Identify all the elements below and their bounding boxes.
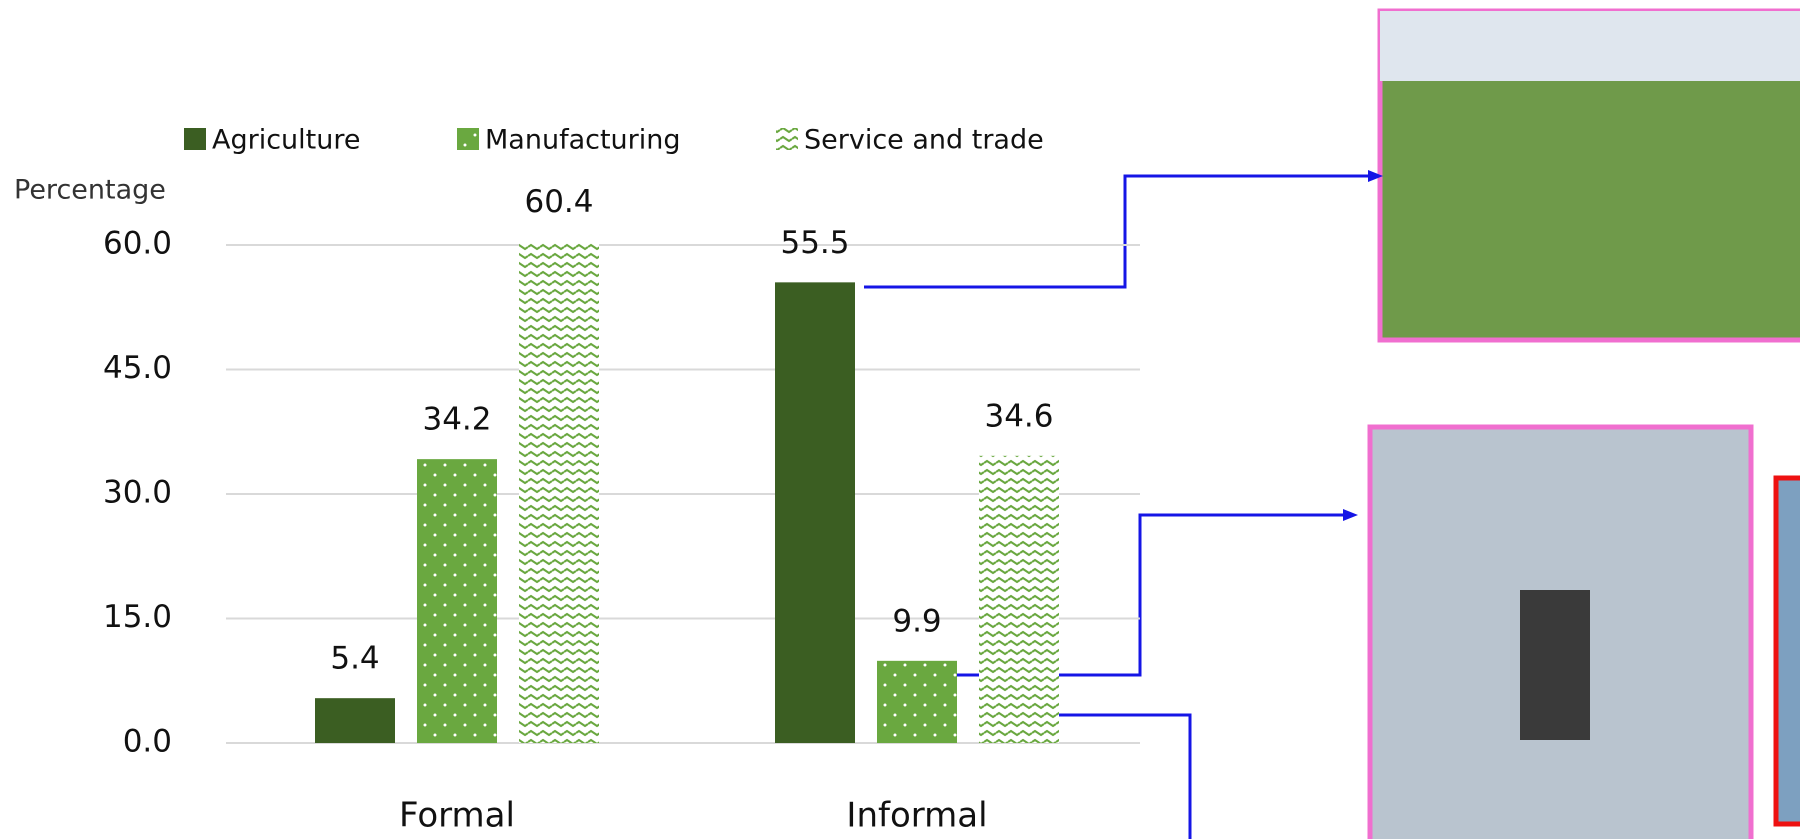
x-tick-label: Informal	[846, 796, 987, 836]
bar	[315, 698, 395, 743]
legend-swatch	[184, 128, 206, 150]
bar	[775, 282, 855, 743]
y-tick-label: 60.0	[103, 226, 172, 262]
legend-swatch	[776, 128, 798, 150]
value-label: 34.6	[984, 398, 1053, 434]
value-label: 60.4	[524, 184, 593, 220]
legend-label: Service and trade	[804, 125, 1044, 156]
legend-label: Manufacturing	[485, 125, 681, 156]
photo-figure	[1520, 590, 1590, 740]
connector	[864, 176, 1370, 287]
value-label: 5.4	[330, 641, 379, 677]
y-tick-label: 30.0	[103, 475, 172, 511]
y-tick-label: 0.0	[123, 724, 172, 760]
chart: Percentage 0.0 15.0 30.0 45.0 60.0 Agricultur…	[0, 0, 1800, 839]
y-tick-label: 45.0	[103, 350, 172, 386]
bar	[519, 242, 599, 743]
legend-label: Agriculture	[212, 125, 361, 156]
bar	[877, 661, 957, 743]
value-label: 34.2	[422, 402, 491, 438]
y-axis-label: Percentage	[14, 175, 166, 206]
value-label: 9.9	[892, 603, 941, 639]
photo-third	[1776, 478, 1800, 824]
arrowhead	[1343, 509, 1358, 521]
y-tick-label: 15.0	[103, 599, 172, 635]
photo-sky	[1380, 11, 1800, 81]
value-label: 55.5	[780, 225, 849, 261]
legend-swatch	[457, 128, 479, 150]
bar	[417, 459, 497, 743]
bar	[979, 456, 1059, 743]
x-tick-label: Formal	[399, 796, 515, 836]
